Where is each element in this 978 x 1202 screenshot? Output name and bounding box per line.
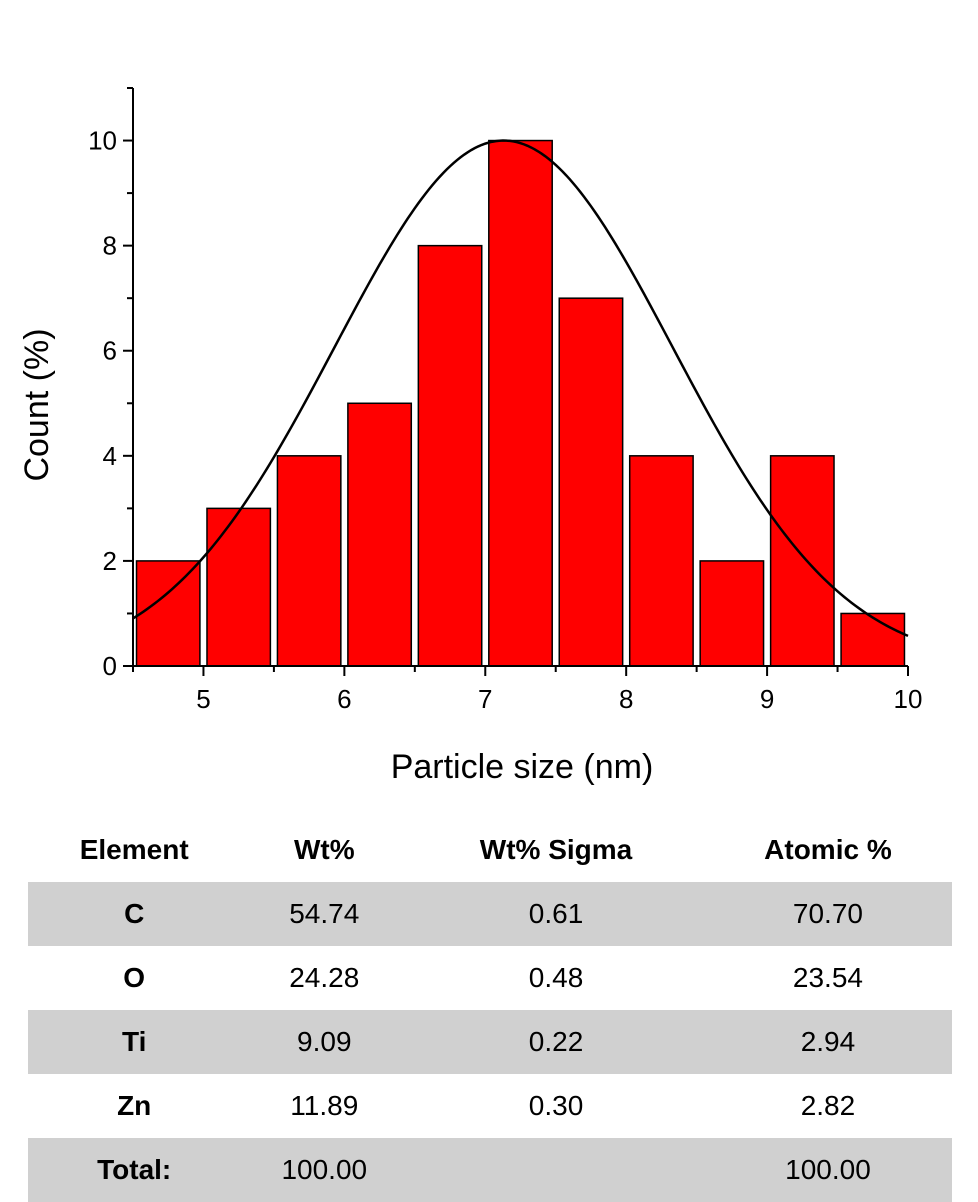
table-row-total: Total: 100.00 100.00 — [28, 1138, 952, 1202]
cell-element: Zn — [117, 1090, 152, 1121]
x-tick-label: 9 — [760, 684, 774, 714]
y-tick-label: 2 — [103, 546, 117, 576]
cell-wt-sigma: 0.30 — [528, 1090, 584, 1121]
cell-wt-percent: 24.28 — [289, 962, 360, 993]
cell-atomic-percent: 70.70 — [703, 882, 952, 946]
cell-wt-percent: 11.89 — [290, 1090, 359, 1121]
x-tick-label: 7 — [478, 684, 492, 714]
cell-wt-sigma — [408, 1138, 704, 1202]
cell-wt-sigma: 0.22 — [408, 1010, 704, 1074]
y-tick-label: 6 — [103, 336, 117, 366]
cell-atomic-percent: 23.54 — [792, 962, 863, 993]
y-tick-label: 8 — [103, 231, 117, 261]
gaussian-fit-curve — [132, 139, 909, 638]
header-atomic-percent: Atomic % — [703, 818, 952, 882]
table-row: O 24.28 0.48 23.54 — [28, 946, 952, 1010]
histogram-bar — [488, 139, 553, 667]
y-axis-title: Count (%) — [18, 328, 56, 481]
cell-element: O — [123, 962, 146, 993]
table-row: Ti 9.09 0.22 2.94 — [28, 1010, 952, 1074]
histogram-bar — [558, 297, 624, 667]
table-row: Zn 11.89 0.30 2.82 — [28, 1074, 952, 1138]
histogram-bar — [347, 402, 413, 667]
particle-size-histogram: 5 6 7 8 9 10 0 2 4 6 8 10 Particle size (nm) Count … — [18, 87, 923, 786]
cell-wt-percent: 100.00 — [240, 1138, 409, 1202]
table-header-row: Element Wt% Wt% Sigma Atomic % — [28, 818, 952, 882]
histogram-bar — [417, 244, 483, 667]
cell-wt-percent: 9.09 — [240, 1010, 409, 1074]
cell-element: C — [28, 882, 241, 946]
cell-element: Total: — [28, 1138, 241, 1202]
header-element: Element — [28, 818, 241, 882]
cell-atomic-percent: 100.00 — [703, 1138, 952, 1202]
y-tick-label: 4 — [103, 441, 117, 471]
x-tick-label: 6 — [337, 684, 351, 714]
histogram-bar — [628, 455, 694, 667]
y-tick-label: 0 — [103, 651, 117, 681]
composition-table: Element Wt% Wt% Sigma Atomic % C 54.74 0… — [28, 818, 952, 1202]
cell-element: Ti — [28, 1010, 241, 1074]
cell-wt-sigma: 0.48 — [528, 962, 584, 993]
cell-atomic-percent: 2.82 — [800, 1090, 856, 1121]
x-tick-label: 5 — [196, 684, 210, 714]
x-tick-label: 8 — [619, 684, 633, 714]
histogram-bar — [135, 560, 201, 667]
x-tick-label: 10 — [894, 684, 923, 714]
x-axis-title: Particle size (nm) — [391, 748, 654, 786]
histogram-bar — [769, 455, 835, 667]
cell-atomic-percent: 2.94 — [703, 1010, 952, 1074]
histogram-bar — [699, 560, 765, 667]
element-composition-table: Element Wt% Wt% Sigma Atomic % C 54.74 0… — [28, 818, 952, 1202]
y-tick-label: 10 — [88, 126, 117, 156]
histogram-bar — [206, 507, 272, 667]
header-wt-sigma: Wt% Sigma — [408, 818, 704, 882]
histogram-bar — [276, 455, 342, 667]
table-row: C 54.74 0.61 70.70 — [28, 882, 952, 946]
axes: 5 6 7 8 9 10 0 2 4 6 8 10 — [88, 87, 923, 714]
histogram-bar — [840, 612, 906, 667]
cell-wt-sigma: 0.61 — [408, 882, 704, 946]
cell-wt-percent: 54.74 — [240, 882, 409, 946]
histogram-bars — [135, 139, 906, 667]
header-wt-percent: Wt% — [240, 818, 409, 882]
